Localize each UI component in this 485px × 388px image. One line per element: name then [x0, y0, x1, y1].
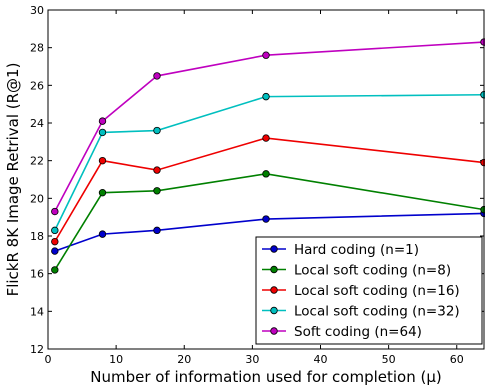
y-tick-label: 12 — [30, 343, 44, 356]
y-tick-label: 28 — [30, 42, 44, 55]
x-tick-label: 20 — [177, 353, 191, 366]
data-point — [262, 170, 270, 178]
data-point — [98, 188, 107, 197]
data-point — [51, 266, 59, 274]
data-point — [153, 187, 161, 195]
plot-frame — [47, 9, 485, 350]
series-line — [54, 93, 485, 231]
data-point — [98, 117, 107, 125]
data-point — [51, 247, 59, 255]
x-axis-label: Number of information used for completio… — [90, 368, 442, 386]
data-point — [51, 237, 59, 246]
legend-label: Hard coding (n=1) — [294, 242, 419, 258]
legend-box — [255, 236, 483, 345]
y-tick-label: 22 — [30, 155, 44, 168]
x-tick-label: 10 — [109, 353, 123, 366]
y-axis-label: FlickR 8K Image Retrival (R@1) — [4, 63, 22, 297]
legend-label: Local soft coding (n=8) — [294, 263, 451, 279]
data-point — [98, 128, 107, 137]
data-point — [153, 72, 161, 80]
y-tick-label: 18 — [30, 230, 44, 243]
data-point — [98, 230, 107, 238]
y-tick-label: 16 — [30, 268, 44, 281]
legend-label: Soft coding (n=64) — [294, 324, 422, 340]
data-point — [51, 207, 59, 216]
data-point — [153, 126, 161, 135]
legend: Hard coding (n=1) Local soft coding (n=8)… — [255, 236, 483, 345]
data-point — [153, 166, 161, 174]
legend-swatch-marker — [270, 286, 278, 294]
y-tick-label: 14 — [30, 305, 44, 318]
data-point — [153, 226, 161, 235]
y-tick-label: 24 — [30, 117, 44, 130]
data-point — [262, 134, 270, 142]
x-tick-label: 60 — [450, 353, 464, 366]
x-tick-label: 40 — [314, 353, 328, 366]
data-point — [262, 92, 270, 101]
x-tick-label: 50 — [382, 353, 396, 366]
legend-label: Local soft coding (n=16) — [294, 283, 460, 299]
y-tick-label: 20 — [30, 192, 44, 205]
legend-swatch-marker — [270, 306, 278, 315]
series-layer — [51, 38, 485, 274]
x-tick-label: 30 — [245, 353, 259, 366]
y-tick-label: 26 — [30, 79, 44, 92]
x-tick-label: 0 — [45, 353, 52, 366]
legend-swatch-marker — [270, 245, 278, 253]
data-point — [262, 215, 270, 223]
series-line — [54, 137, 485, 243]
data-point — [51, 226, 59, 235]
series-line — [54, 41, 485, 212]
legend-label: Local soft coding (n=32) — [294, 304, 460, 320]
data-point — [98, 156, 107, 165]
legend-swatch-marker — [270, 327, 278, 335]
data-point — [262, 51, 270, 59]
axis-ticks: 0 10 20 30 40 50 60 12 14 16 18 20 22 24 26 28 30 — [30, 4, 484, 366]
y-tick-label: 30 — [30, 4, 44, 17]
legend-swatch-marker — [270, 265, 278, 274]
